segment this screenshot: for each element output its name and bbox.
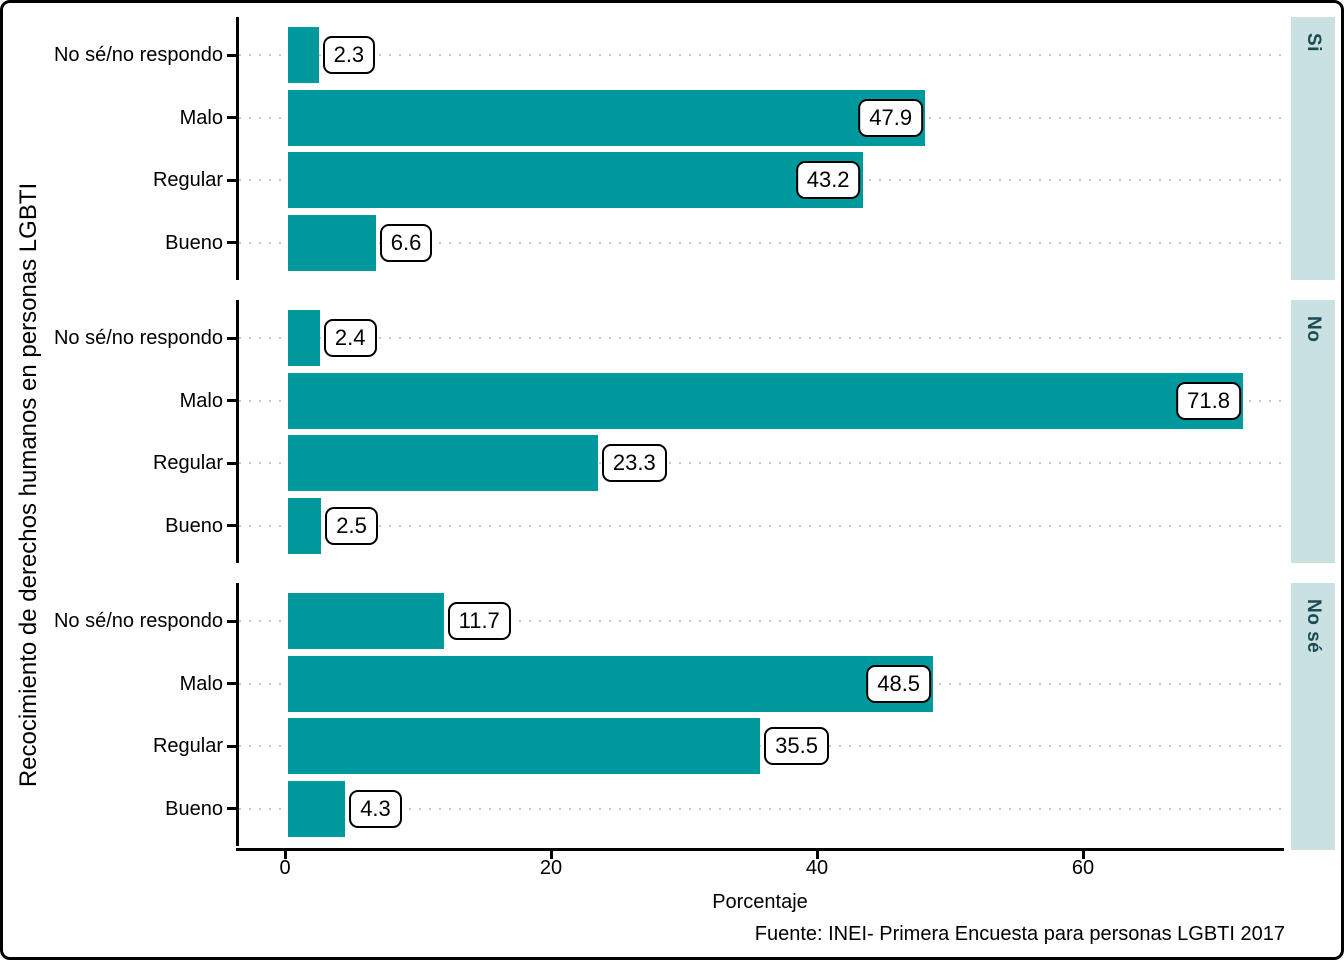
- bar: [288, 214, 376, 271]
- facet-panel-1: No sé/no respondo 2.3 Malo 47.9 Regular 43.2 B…: [54, 17, 1284, 280]
- category-label: Regular: [152, 452, 223, 474]
- x-axis-tick: [284, 848, 287, 859]
- facet-strip: Si: [1291, 17, 1335, 280]
- bar-value-label: 71.8: [1176, 381, 1241, 420]
- category-label: Bueno: [165, 797, 223, 820]
- gridline: [239, 241, 1284, 244]
- y-axis-tick: [227, 241, 239, 244]
- category-label: Malo: [179, 389, 223, 412]
- y-axis-tick: [227, 682, 239, 685]
- bar: [288, 89, 926, 146]
- category-label: No sé/no respondo: [53, 44, 223, 66]
- facet-strip: No: [1291, 300, 1335, 563]
- facet-strip-label: Si: [1303, 33, 1324, 52]
- bar-value-label: 43.2: [795, 161, 861, 199]
- bar: [288, 497, 322, 554]
- x-tick-label: 40: [805, 857, 829, 879]
- gridline: [239, 462, 1284, 464]
- bar: [288, 152, 863, 208]
- x-tick-label: 20: [539, 857, 563, 879]
- bar: [288, 435, 598, 491]
- gridline: [239, 337, 1284, 339]
- bar-value-label: 2.3: [322, 36, 376, 74]
- y-axis-tick: [227, 807, 239, 810]
- y-axis-tick: [227, 178, 239, 182]
- category-label: Malo: [179, 672, 223, 695]
- bar-value-label: 47.9: [858, 98, 924, 137]
- category-label: Malo: [179, 106, 223, 129]
- source-caption: Fuente: INEI- Primera Encuesta para pers…: [754, 923, 1285, 945]
- facet-panel-2: No sé/no respondo 2.4 Malo 71.8 Regular 23.3 B…: [54, 300, 1284, 563]
- facet-panel-3: No sé/no respondo 11.7 Malo 48.5 Regular 35.5…: [54, 583, 1284, 846]
- y-axis-tick: [227, 116, 239, 119]
- x-axis-line: [236, 848, 1284, 851]
- x-axis-tick: [550, 848, 553, 859]
- category-label: Bueno: [165, 231, 223, 254]
- gridline: [239, 620, 1284, 622]
- y-axis-tick: [227, 399, 239, 402]
- category-label: Bueno: [165, 514, 223, 537]
- bar: [288, 310, 320, 366]
- category-label: Regular: [152, 735, 223, 757]
- y-axis-tick: [227, 619, 239, 623]
- x-axis-tick: [1082, 848, 1085, 859]
- bar-value-label: 23.3: [601, 444, 667, 482]
- bar-value-label: 11.7: [447, 602, 511, 640]
- bar-value-label: 4.3: [349, 789, 402, 828]
- category-label: No sé/no respondo: [53, 610, 223, 632]
- bar-value-label: 6.6: [379, 223, 433, 262]
- facet-strip: No sé: [1291, 583, 1335, 850]
- facet-strip-label: No: [1303, 316, 1324, 343]
- bar-value-label: 35.5: [764, 727, 829, 765]
- y-axis-tick: [227, 336, 239, 340]
- y-axis-tick: [227, 524, 239, 527]
- bar: [288, 593, 444, 649]
- y-axis-tick: [227, 461, 239, 465]
- bar-value-label: 2.4: [323, 319, 377, 357]
- gridline: [239, 54, 1284, 56]
- x-tick-label: 60: [1071, 857, 1095, 879]
- bar-value-label: 48.5: [866, 664, 932, 703]
- bar: [288, 655, 934, 712]
- y-axis-title: Recocimiento de derechos humanos en pers…: [15, 182, 42, 788]
- bar: [288, 372, 1243, 429]
- gridline: [239, 807, 1284, 810]
- bar-value-label: 2.5: [325, 506, 378, 545]
- bar: [288, 780, 346, 837]
- bar: [288, 718, 761, 774]
- bar: [288, 27, 319, 83]
- category-label: Regular: [152, 169, 223, 191]
- x-axis-tick: [816, 848, 819, 859]
- category-label: No sé/no respondo: [53, 327, 223, 349]
- y-axis-tick: [227, 53, 239, 57]
- gridline: [239, 745, 1284, 747]
- facet-strip-label: No sé: [1303, 599, 1324, 654]
- x-axis-title: Porcentaje: [712, 891, 808, 913]
- y-axis-tick: [227, 744, 239, 748]
- x-tick-label: 0: [279, 857, 291, 879]
- gridline: [239, 524, 1284, 527]
